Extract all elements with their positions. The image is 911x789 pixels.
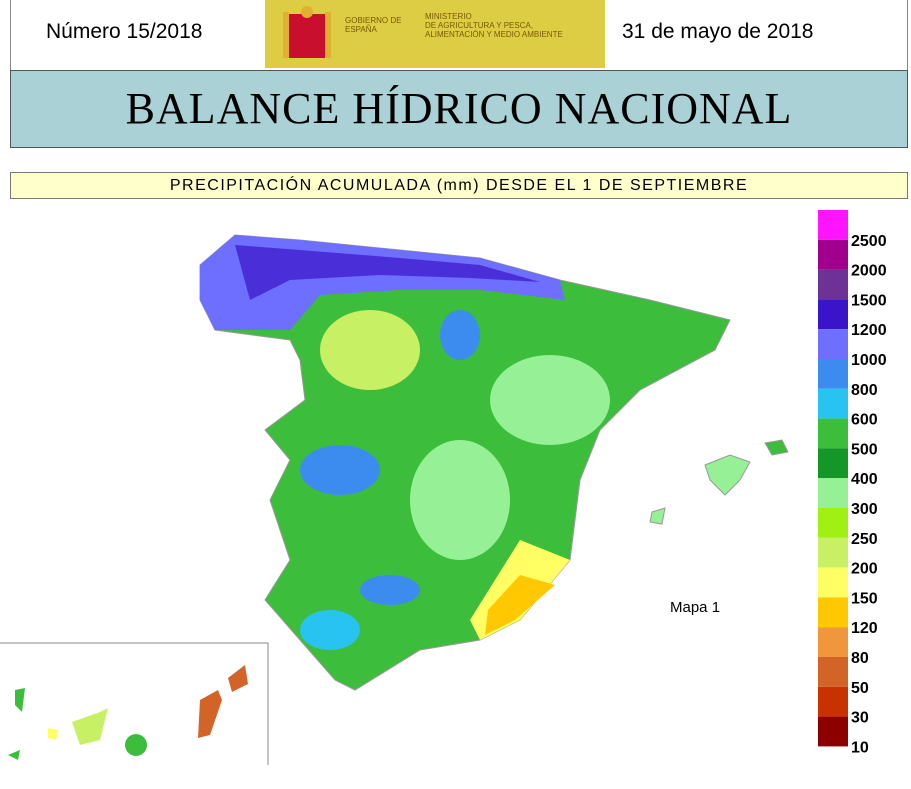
legend-label: 1500 bbox=[851, 292, 887, 309]
island bbox=[704, 454, 751, 496]
island bbox=[125, 734, 147, 756]
zone bbox=[300, 610, 360, 650]
legend-swatch bbox=[818, 478, 848, 508]
legend-label: 50 bbox=[851, 680, 869, 697]
legend-swatch bbox=[818, 627, 848, 657]
logo-ministry-line: MINISTERIO bbox=[425, 12, 472, 21]
legend-label: 600 bbox=[851, 412, 878, 429]
zone bbox=[320, 310, 420, 390]
legend-swatch bbox=[818, 508, 848, 538]
title: BALANCE HÍDRICO NACIONAL bbox=[10, 70, 908, 148]
legend-swatch bbox=[818, 686, 848, 717]
zone bbox=[360, 575, 420, 605]
legend: 2500 2000 1500 1200 1000 800 600 500 400 300 250 20… bbox=[818, 210, 887, 756]
legend-swatch bbox=[818, 329, 848, 359]
logo-ministry: MINISTERIO DE AGRICULTURA Y PESCA, ALIME… bbox=[425, 12, 563, 39]
issue: Número 15/2018 bbox=[46, 20, 203, 43]
logo: GOBIERNO DE ESPAÑA MINISTERIO DE AGRICUL… bbox=[265, 0, 605, 68]
legend-label: 2500 bbox=[851, 233, 887, 250]
subtitle: PRECIPITACIÓN ACUMULADA (mm) DESDE EL 1 … bbox=[10, 172, 908, 199]
coat-of-arms bbox=[283, 6, 331, 58]
legend-swatch bbox=[818, 537, 848, 568]
legend-swatch bbox=[818, 239, 848, 270]
island bbox=[72, 708, 108, 745]
island bbox=[48, 728, 58, 740]
island bbox=[649, 507, 666, 525]
header bbox=[10, 0, 908, 70]
legend-label: 300 bbox=[851, 501, 878, 518]
legend-label: 250 bbox=[851, 531, 878, 548]
legend-label: 120 bbox=[851, 620, 878, 637]
legend-swatch bbox=[818, 359, 848, 389]
legend-label: 80 bbox=[851, 650, 869, 667]
legend-swatch bbox=[818, 210, 848, 240]
island bbox=[8, 750, 20, 760]
legend-swatch bbox=[818, 716, 848, 747]
legend-label: 500 bbox=[851, 441, 878, 458]
zone bbox=[490, 355, 610, 445]
legend-label: 10 bbox=[851, 739, 869, 756]
legend-label: 2000 bbox=[851, 263, 887, 280]
map: Mapa 1 2500 2000 1500 1200 1000 800 600 500 400 3… bbox=[0, 210, 887, 765]
legend-swatch bbox=[818, 448, 848, 479]
legend-swatch bbox=[818, 388, 848, 419]
legend-label: 30 bbox=[851, 710, 869, 727]
island bbox=[15, 688, 25, 712]
island bbox=[198, 690, 222, 738]
legend-swatch bbox=[818, 657, 848, 687]
logo-government: GOBIERNO DE ESPAÑA bbox=[345, 16, 402, 34]
zone bbox=[485, 575, 555, 635]
legend-label: 1000 bbox=[851, 352, 887, 369]
map-label: Mapa 1 bbox=[670, 599, 720, 616]
legend-swatch bbox=[818, 299, 848, 330]
logo-ministry-line: ALIMENTACIÓN Y MEDIO AMBIENTE bbox=[425, 30, 563, 39]
legend-label: 800 bbox=[851, 382, 878, 399]
legend-swatch bbox=[818, 269, 848, 300]
island bbox=[228, 665, 248, 692]
legend-label: 200 bbox=[851, 561, 878, 578]
zone bbox=[440, 310, 480, 360]
legend-label: 1200 bbox=[851, 322, 887, 339]
legend-swatch bbox=[818, 567, 848, 598]
north-zone-dark bbox=[235, 245, 540, 300]
legend-label: 400 bbox=[851, 471, 878, 488]
legend-swatch bbox=[818, 597, 848, 628]
legend-swatch bbox=[818, 418, 848, 449]
zone bbox=[410, 440, 510, 560]
inset-frame bbox=[0, 642, 269, 765]
island bbox=[764, 439, 789, 456]
legend-label: 150 bbox=[851, 590, 878, 607]
zone bbox=[300, 445, 380, 495]
date: 31 de mayo de 2018 bbox=[622, 20, 814, 43]
logo-ministry-line: DE AGRICULTURA Y PESCA, bbox=[425, 21, 534, 30]
